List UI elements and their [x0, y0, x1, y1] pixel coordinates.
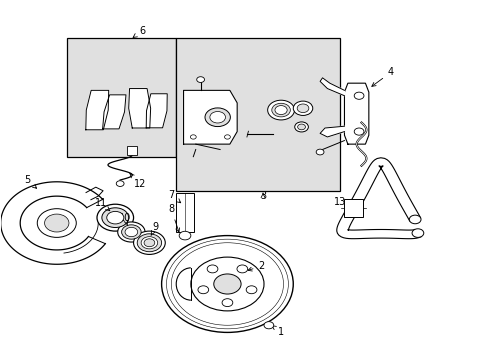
Circle shape: [190, 257, 264, 311]
Ellipse shape: [267, 100, 294, 120]
Polygon shape: [320, 126, 344, 137]
Circle shape: [411, 229, 423, 237]
Circle shape: [353, 92, 363, 99]
Polygon shape: [344, 83, 368, 144]
Text: 5: 5: [24, 175, 37, 188]
Circle shape: [237, 265, 247, 273]
Circle shape: [44, 214, 69, 232]
Ellipse shape: [293, 101, 312, 116]
Circle shape: [316, 149, 324, 155]
Text: 1: 1: [271, 326, 284, 337]
Polygon shape: [183, 90, 237, 144]
Text: 9: 9: [151, 222, 158, 235]
Ellipse shape: [204, 108, 230, 127]
Circle shape: [224, 135, 230, 139]
Ellipse shape: [294, 122, 308, 132]
Circle shape: [213, 274, 241, 294]
Circle shape: [222, 299, 232, 307]
Polygon shape: [0, 182, 105, 264]
Ellipse shape: [209, 112, 225, 123]
Ellipse shape: [97, 204, 133, 231]
Text: 8: 8: [168, 204, 179, 232]
Polygon shape: [85, 90, 108, 130]
Ellipse shape: [271, 103, 290, 117]
Bar: [176, 39, 339, 191]
Circle shape: [264, 321, 273, 329]
Circle shape: [198, 286, 208, 294]
Ellipse shape: [118, 222, 145, 242]
Circle shape: [245, 286, 256, 294]
Text: 10: 10: [119, 213, 131, 225]
Text: 3: 3: [260, 191, 265, 201]
Text: 11: 11: [94, 198, 110, 211]
Circle shape: [37, 209, 76, 237]
Text: 13: 13: [333, 197, 357, 207]
Ellipse shape: [102, 208, 128, 228]
Text: 12: 12: [130, 174, 145, 189]
Ellipse shape: [106, 211, 123, 224]
Text: 6: 6: [133, 26, 145, 37]
Circle shape: [190, 135, 196, 139]
Circle shape: [196, 77, 204, 82]
Ellipse shape: [137, 234, 161, 252]
Text: 7: 7: [168, 190, 180, 203]
Bar: [343, 199, 363, 217]
Circle shape: [207, 265, 218, 273]
Circle shape: [161, 235, 293, 332]
Polygon shape: [128, 89, 150, 128]
Polygon shape: [146, 94, 167, 128]
Ellipse shape: [141, 237, 158, 249]
Ellipse shape: [274, 105, 286, 114]
Ellipse shape: [125, 227, 138, 237]
Bar: [127, 146, 137, 155]
Ellipse shape: [297, 104, 308, 113]
Ellipse shape: [133, 231, 165, 255]
Text: 4: 4: [371, 67, 393, 86]
Bar: [176, 193, 193, 232]
Bar: [66, 39, 176, 157]
Circle shape: [353, 128, 363, 135]
Text: 2: 2: [247, 261, 264, 271]
Ellipse shape: [297, 124, 305, 130]
Circle shape: [408, 215, 420, 224]
Ellipse shape: [122, 225, 141, 239]
Ellipse shape: [144, 239, 155, 247]
Circle shape: [116, 181, 124, 186]
Polygon shape: [320, 78, 344, 96]
Polygon shape: [102, 95, 126, 129]
Circle shape: [179, 231, 190, 240]
